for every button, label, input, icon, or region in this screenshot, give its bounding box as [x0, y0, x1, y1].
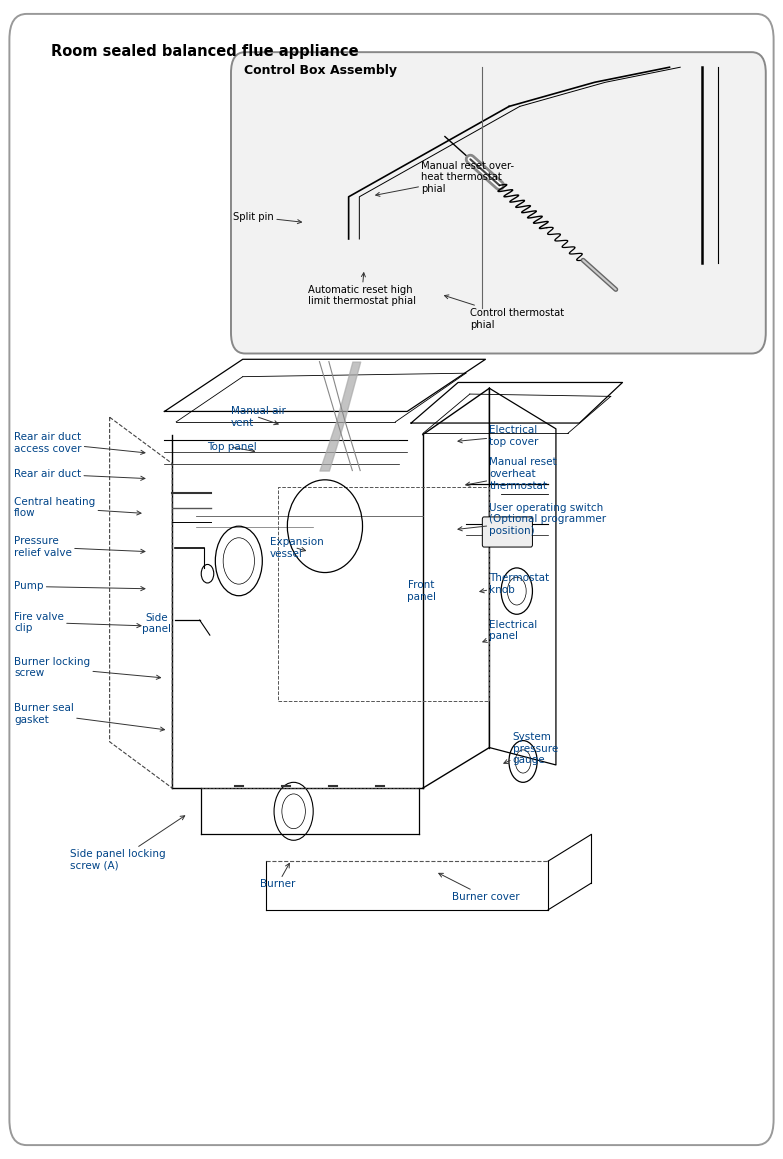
Text: Thermostat
knob: Thermostat knob [480, 574, 550, 595]
Text: System
pressure
gauge: System pressure gauge [503, 732, 558, 765]
Text: Control thermostat
phial: Control thermostat phial [445, 294, 564, 329]
Text: Rear air duct: Rear air duct [14, 469, 145, 480]
Text: Burner locking
screw: Burner locking screw [14, 657, 161, 679]
Text: Manual reset
overheat
thermostat: Manual reset overheat thermostat [466, 458, 557, 490]
Text: Automatic reset high
limit thermostat phial: Automatic reset high limit thermostat ph… [308, 272, 416, 306]
Text: Rear air duct
access cover: Rear air duct access cover [14, 432, 145, 454]
Text: Top panel: Top panel [207, 443, 258, 453]
Text: Room sealed balanced flue appliance: Room sealed balanced flue appliance [51, 44, 359, 59]
Text: Manual air
vent: Manual air vent [231, 407, 286, 428]
FancyBboxPatch shape [9, 14, 774, 1145]
Text: Front
panel: Front panel [406, 581, 436, 602]
Text: Manual reset over-
heat thermostat
phial: Manual reset over- heat thermostat phial [376, 161, 514, 196]
Text: Electrical
panel: Electrical panel [483, 620, 538, 642]
Text: Control Box Assembly: Control Box Assembly [244, 64, 396, 76]
Text: Fire valve
clip: Fire valve clip [14, 612, 141, 633]
Text: Side panel locking
screw (A): Side panel locking screw (A) [70, 816, 185, 870]
Text: Split pin: Split pin [233, 212, 301, 224]
Text: Expansion
vessel: Expansion vessel [270, 538, 324, 559]
Text: Side
panel: Side panel [142, 613, 171, 634]
Text: Electrical
top cover: Electrical top cover [458, 425, 539, 446]
FancyBboxPatch shape [482, 517, 532, 547]
Text: Burner seal
gasket: Burner seal gasket [14, 704, 164, 731]
Text: Pump: Pump [14, 582, 145, 591]
Text: Burner: Burner [260, 863, 295, 889]
Text: Pressure
relief valve: Pressure relief valve [14, 537, 145, 557]
Text: Central heating
flow: Central heating flow [14, 497, 141, 518]
Text: User operating switch
(Optional programmer
position): User operating switch (Optional programm… [458, 503, 607, 535]
Text: Burner cover: Burner cover [438, 874, 519, 902]
FancyBboxPatch shape [231, 52, 766, 353]
